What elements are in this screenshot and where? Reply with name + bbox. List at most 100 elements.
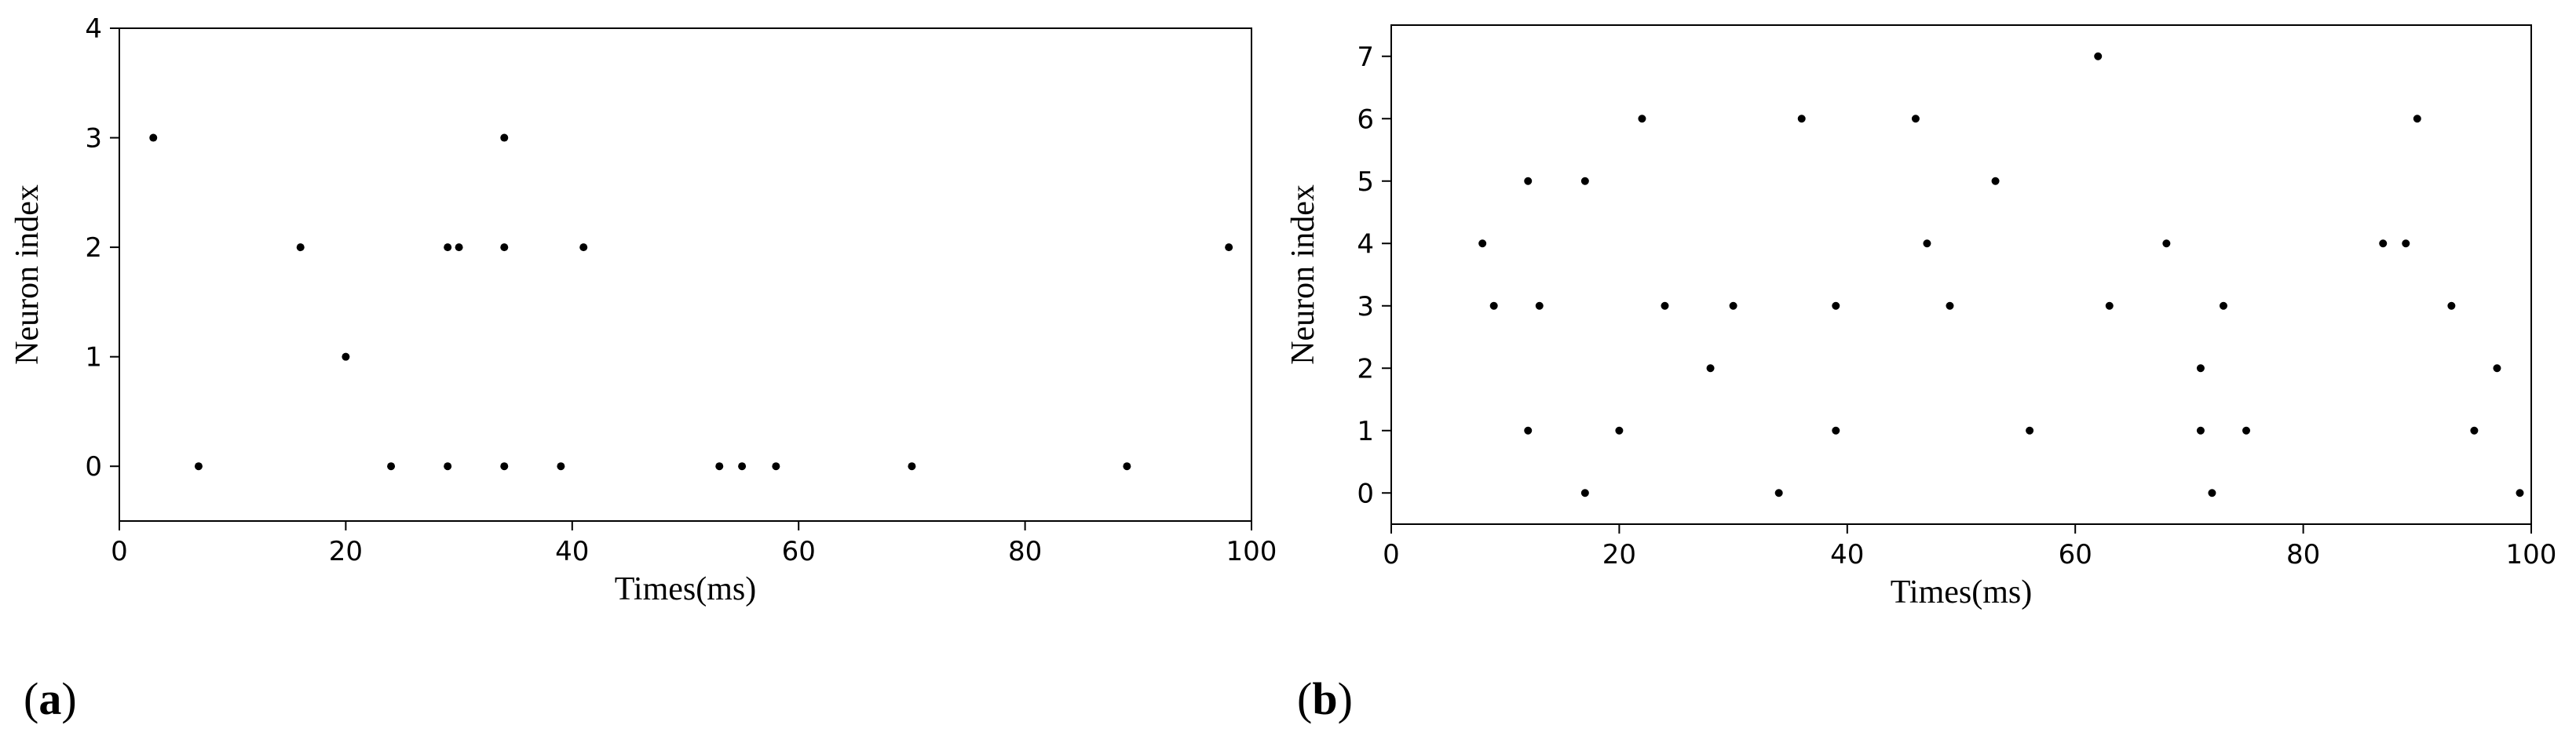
spike-point xyxy=(1832,426,1840,435)
spike-point xyxy=(738,462,747,471)
x-tick-label: 80 xyxy=(1008,536,1042,567)
spike-point xyxy=(2493,364,2501,373)
spike-point xyxy=(579,243,588,252)
spike-point xyxy=(2162,239,2171,248)
scatter-points-b xyxy=(1478,52,2524,497)
x-tick-label: 60 xyxy=(782,536,816,567)
plot-frame-b xyxy=(1390,24,2532,525)
spike-point xyxy=(1661,301,1669,310)
spike-point xyxy=(444,243,452,252)
spike-point xyxy=(1706,364,1715,373)
y-tick-label: 0 xyxy=(85,451,102,483)
spike-point xyxy=(557,462,565,471)
y-tick-label: 3 xyxy=(85,123,102,155)
spike-point xyxy=(1991,177,2000,185)
y-axis-label-b: Neuron index xyxy=(1285,184,1321,365)
y-tick-label: 7 xyxy=(1357,42,1374,73)
panel-label-a-letter: a xyxy=(38,673,61,724)
spike-point xyxy=(715,462,724,471)
y-tick-label: 1 xyxy=(1357,416,1374,447)
panel-label-a: (a) xyxy=(24,673,77,724)
spike-point xyxy=(500,462,509,471)
spike-point xyxy=(2026,426,2034,435)
y-tick-label: 2 xyxy=(85,232,102,264)
spike-point xyxy=(1580,489,1589,497)
spike-point xyxy=(1535,301,1544,310)
x-tick-label: 100 xyxy=(2506,539,2557,570)
y-tick-label: 4 xyxy=(85,13,102,45)
spike-point xyxy=(1489,301,1498,310)
spike-point xyxy=(2208,489,2216,497)
spike-point xyxy=(1774,489,1783,497)
panel-label-b: (b) xyxy=(1297,673,1353,724)
x-tick-label: 40 xyxy=(1830,539,1864,570)
panel-a: 0 20 40 60 80 100 0 1 2 3 4 Times(ms) Neuron inde… xyxy=(9,13,1277,724)
x-tick-label: 80 xyxy=(2286,539,2320,570)
spike-point xyxy=(2402,239,2410,248)
x-tick-label: 100 xyxy=(1226,536,1277,567)
y-tick-label: 1 xyxy=(85,342,102,374)
panel-b: 0 20 40 60 80 100 0 1 2 3 4 5 6 7 Times(ms) Neuron i… xyxy=(1285,24,2556,724)
spike-point xyxy=(2242,426,2250,435)
spike-point xyxy=(1923,239,1931,248)
y-axis-ticks-b: 0 1 2 3 4 5 6 7 xyxy=(1357,42,1391,509)
y-tick-label: 3 xyxy=(1357,291,1374,322)
plot-frame-a xyxy=(119,27,1252,522)
x-tick-label: 20 xyxy=(329,536,363,567)
y-tick-label: 4 xyxy=(1357,228,1374,260)
x-axis-label-a: Times(ms) xyxy=(615,571,757,607)
spike-point xyxy=(2413,115,2421,123)
scatter-points-a xyxy=(149,133,1233,471)
spike-point xyxy=(2379,239,2388,248)
panel-label-a-close: ) xyxy=(61,673,76,724)
spike-point xyxy=(2447,301,2456,310)
spike-point xyxy=(194,462,203,471)
spike-point xyxy=(2219,301,2227,310)
spike-point xyxy=(1524,426,1533,435)
spike-point xyxy=(1797,115,1806,123)
spike-point xyxy=(342,352,350,361)
x-axis-ticks-b: 0 20 40 60 80 100 xyxy=(1383,524,2556,570)
y-tick-label: 6 xyxy=(1357,104,1374,135)
spike-point xyxy=(455,243,463,252)
spike-point xyxy=(1832,301,1840,310)
spike-point xyxy=(2196,426,2205,435)
spike-point xyxy=(772,462,780,471)
y-axis-label-a: Neuron index xyxy=(9,184,46,365)
spike-point xyxy=(1123,462,1131,471)
x-axis-ticks-a: 0 20 40 60 80 100 xyxy=(111,521,1277,567)
y-tick-label: 5 xyxy=(1357,166,1374,198)
spike-point xyxy=(1946,301,1954,310)
x-tick-label: 0 xyxy=(111,536,128,567)
spike-point xyxy=(2196,364,2205,373)
spike-point xyxy=(296,243,305,252)
panel-label-a-open: ( xyxy=(24,673,38,724)
spike-point xyxy=(1580,177,1589,185)
spike-point xyxy=(500,243,509,252)
spike-point xyxy=(2105,301,2114,310)
x-tick-label: 40 xyxy=(555,536,589,567)
x-tick-label: 0 xyxy=(1383,539,1400,570)
spike-point xyxy=(2516,489,2524,497)
panel-label-b-close: ) xyxy=(1338,673,1353,724)
panel-label-b-letter: b xyxy=(1312,673,1337,724)
spike-point xyxy=(1524,177,1533,185)
y-tick-label: 0 xyxy=(1357,478,1374,509)
spike-point xyxy=(1729,301,1737,310)
spike-point xyxy=(2470,426,2479,435)
spike-point xyxy=(149,133,158,142)
spike-point xyxy=(1478,239,1487,248)
spike-point xyxy=(387,462,396,471)
x-tick-label: 20 xyxy=(1602,539,1636,570)
spike-point xyxy=(500,133,509,142)
spike-point xyxy=(2094,52,2103,60)
spike-point xyxy=(1638,115,1646,123)
spike-point xyxy=(1911,115,1920,123)
x-tick-label: 60 xyxy=(2059,539,2092,570)
spike-point xyxy=(1225,243,1233,252)
spike-point xyxy=(444,462,452,471)
x-axis-label-b: Times(ms) xyxy=(1891,574,2033,610)
y-tick-label: 2 xyxy=(1357,353,1374,384)
